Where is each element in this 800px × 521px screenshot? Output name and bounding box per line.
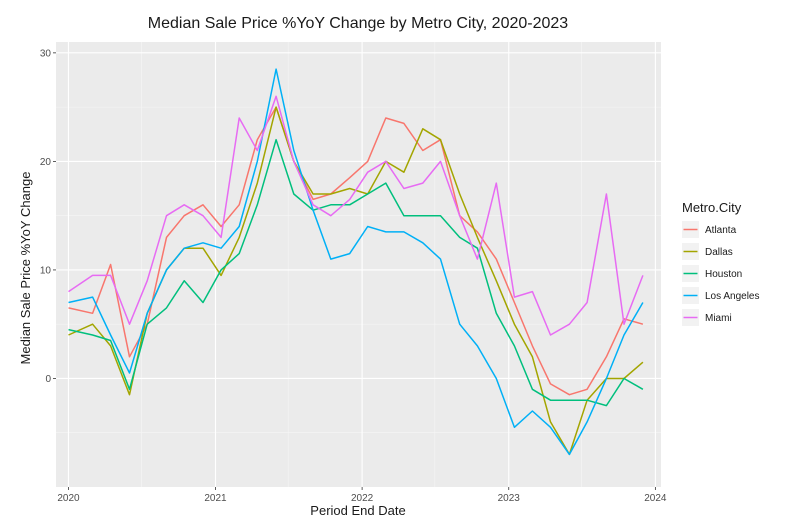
legend-label: Dallas — [705, 247, 733, 258]
y-tick-label: 20 — [40, 157, 52, 168]
y-tick-label: 0 — [45, 374, 51, 385]
grid-lines — [56, 42, 661, 487]
x-tick-label: 2024 — [644, 493, 667, 504]
legend-items: Atlanta Dallas Houston Los Angeles Miami — [682, 221, 760, 326]
series-line-miami — [68, 95, 644, 336]
axis-layer: 0 10 20 30 2020 2021 2022 2023 2024 — [40, 48, 667, 504]
legend-title: Metro.City — [682, 200, 742, 215]
x-tick-label: 2021 — [204, 493, 227, 504]
legend-label: Atlanta — [705, 225, 737, 236]
plot-panel — [56, 42, 661, 487]
y-axis-title: Median Sale Price %YoY Change — [18, 172, 33, 365]
legend-label: Miami — [705, 313, 732, 324]
chart-title: Median Sale Price %YoY Change by Metro C… — [148, 15, 569, 32]
y-tick-label: 30 — [40, 48, 52, 59]
x-tick-label: 2023 — [498, 493, 521, 504]
series-line-los-angeles — [68, 68, 644, 456]
series-line-atlanta — [68, 106, 644, 396]
series-line-houston — [68, 138, 644, 407]
y-tick-label: 10 — [40, 265, 52, 276]
legend: Metro.City Atlanta Dallas Houston Los Angel… — [682, 200, 760, 326]
legend-label: Houston — [705, 269, 742, 280]
x-tick-label: 2022 — [351, 493, 374, 504]
x-tick-label: 2020 — [57, 493, 80, 504]
series-layer — [68, 68, 644, 456]
legend-label: Los Angeles — [705, 291, 760, 302]
x-axis-title: Period End Date — [310, 503, 405, 518]
